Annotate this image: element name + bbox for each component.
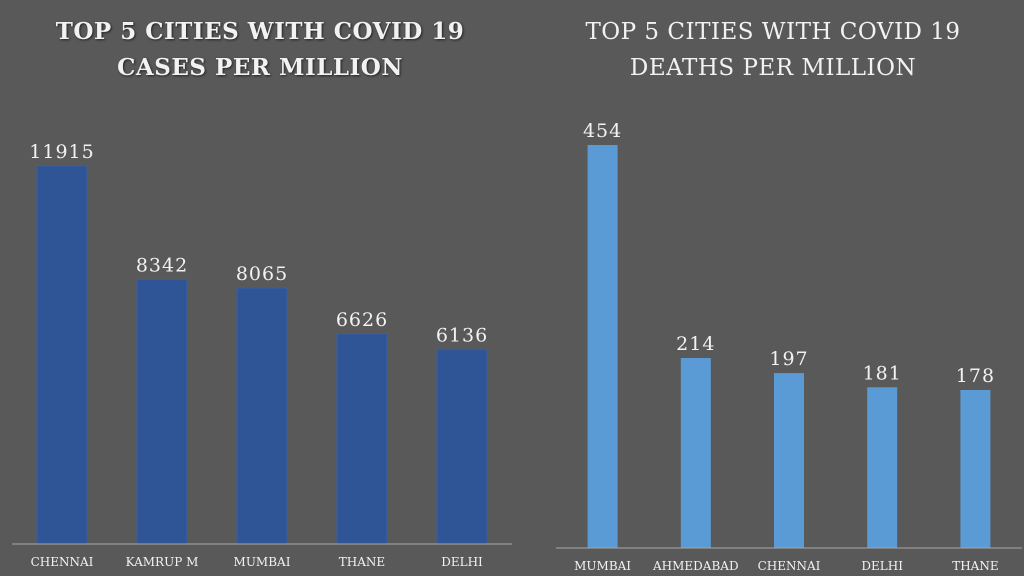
cases-value-label: 8065	[236, 263, 288, 285]
cases-category-label: MUMBAI	[234, 555, 291, 569]
deaths-bar	[867, 387, 898, 548]
cases-bar	[136, 278, 188, 545]
deaths-title-line-2: Deaths per million	[629, 55, 917, 81]
cases-chart-title: Top 5 Cities with COVID 19 Cases per mil…	[20, 14, 500, 86]
cases-value-label: 6136	[436, 324, 488, 346]
cases-title-line-1: Top 5 Cities with COVID 19	[55, 18, 465, 45]
deaths-chart-title: Top 5 Cities with COVID 19 Deaths per mi…	[540, 14, 1006, 86]
deaths-bar	[587, 145, 618, 548]
deaths-category-label: CHENNAI	[758, 559, 821, 573]
deaths-value-label: 214	[676, 333, 715, 355]
cases-bar	[36, 165, 88, 545]
cases-category-label: KAMRUP M	[126, 555, 199, 569]
deaths-category-label: THANE	[952, 559, 998, 573]
cases-category-label: DELHI	[441, 555, 483, 569]
deaths-category-label: DELHI	[861, 559, 903, 573]
deaths-bar	[680, 358, 711, 548]
deaths-category-label: MUMBAI	[574, 559, 631, 573]
cases-chart: 11915 CHENNAI 8342 KAMRUP M 8065 MUMBAI 6626 TH…	[12, 141, 512, 569]
deaths-title-line-1: Top 5 Cities with COVID 19	[585, 19, 961, 45]
cases-value-label: 11915	[29, 141, 94, 163]
deaths-chart: 454 MUMBAI 214 AHMEDABAD 197 CHENNAI 181 DELHI 1…	[556, 120, 1022, 573]
cases-category-label: CHENNAI	[31, 555, 94, 569]
deaths-value-label: 181	[863, 362, 902, 384]
cases-bar	[436, 348, 488, 545]
deaths-bar	[774, 373, 804, 548]
cases-value-label: 8342	[136, 254, 188, 276]
cases-bar	[336, 333, 388, 545]
cases-bar	[236, 287, 288, 545]
deaths-value-label: 178	[956, 365, 995, 387]
cases-category-label: THANE	[339, 555, 385, 569]
deaths-value-label: 197	[769, 348, 808, 370]
cases-value-label: 6626	[336, 309, 388, 331]
cases-title-line-2: Cases per million	[117, 54, 403, 81]
deaths-bar	[960, 390, 991, 548]
deaths-category-label: AHMEDABAD	[652, 559, 739, 573]
deaths-value-label: 454	[583, 120, 622, 142]
